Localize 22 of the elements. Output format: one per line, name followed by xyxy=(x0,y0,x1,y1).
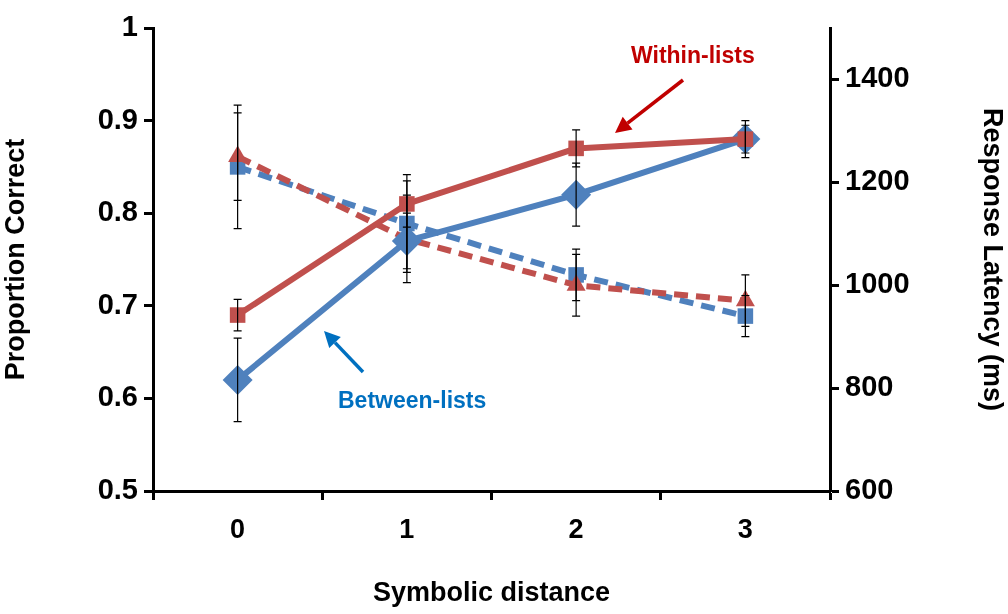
x-tick-label: 2 xyxy=(568,513,584,544)
x-axis-title: Symbolic distance xyxy=(372,577,611,608)
y-tick-label: 0.7 xyxy=(97,287,138,320)
y2-tick-label: 1400 xyxy=(845,61,910,94)
point xyxy=(222,364,253,395)
annotation: Within-lists xyxy=(631,41,755,69)
y2-tick-label: 1000 xyxy=(845,267,910,300)
y2-tick-label: 800 xyxy=(845,370,894,403)
y-tick-label: 0.9 xyxy=(97,102,138,135)
y-tick-label: 0.5 xyxy=(97,473,138,505)
y-tick-label: 0.6 xyxy=(97,380,138,413)
y2-tick-label: 600 xyxy=(845,473,894,505)
y-tick-label: 1 xyxy=(121,10,138,42)
y2-tick-label: 1200 xyxy=(845,164,910,197)
x-tick-label: 3 xyxy=(737,513,753,544)
x-tick-label: 0 xyxy=(230,513,246,544)
annotation: Between-lists xyxy=(338,386,487,414)
y-tick-label: 0.8 xyxy=(97,195,138,228)
point xyxy=(229,307,246,323)
y2-axis-title: Response Latency (ms) xyxy=(978,107,1008,412)
y-axis-title: Proportion Correct xyxy=(0,138,30,381)
x-tick-label: 1 xyxy=(399,513,415,544)
